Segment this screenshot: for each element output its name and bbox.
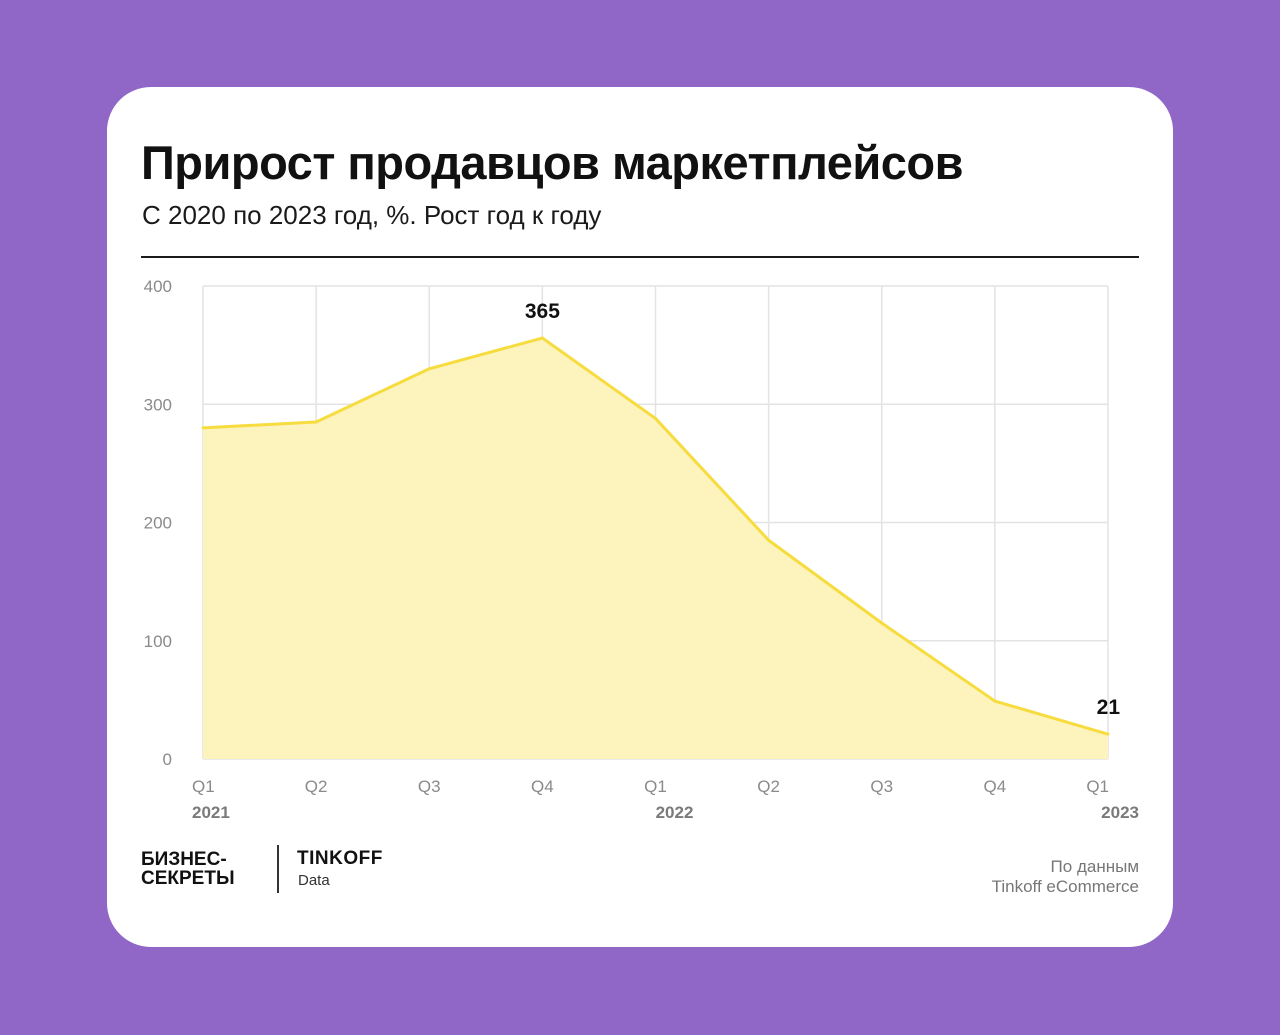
data-label: 21 bbox=[1097, 696, 1121, 719]
area-fill bbox=[203, 338, 1108, 759]
y-tick-label: 400 bbox=[144, 277, 172, 296]
x-tick-label: Q2 bbox=[757, 777, 780, 796]
y-tick-label: 0 bbox=[163, 750, 172, 769]
x-tick-label: Q1 bbox=[644, 777, 667, 796]
area-chart: 0 100 200 300 400 365 21 Q1 Q2 Q3 Q4 Q1 Q2 Q3 Q4 Q1 2021… bbox=[144, 277, 1139, 822]
x-tick-label: Q1 bbox=[1086, 777, 1109, 796]
source-line-1: По данным bbox=[1050, 857, 1139, 876]
logo-line-1: БИЗНЕС- bbox=[141, 849, 227, 870]
business-secrets-logo: БИЗНЕС- СЕКРЕТЫ bbox=[141, 850, 271, 888]
tinkoff-logo: TINKOFF bbox=[297, 848, 383, 869]
x-year-label: 2023 bbox=[1101, 803, 1139, 822]
data-point bbox=[993, 699, 997, 703]
data-point bbox=[540, 336, 544, 340]
logo-divider bbox=[277, 845, 279, 893]
data-point bbox=[654, 416, 657, 420]
x-year-label: 2021 bbox=[192, 803, 230, 822]
data-point bbox=[1106, 732, 1110, 736]
x-tick-label: Q1 bbox=[192, 777, 215, 796]
y-tick-label: 200 bbox=[144, 514, 172, 533]
data-point bbox=[314, 420, 318, 424]
source-note: По данным Tinkoff eCommerce bbox=[992, 857, 1139, 897]
chart-subtitle: С 2020 по 2023 год, %. Рост год к году bbox=[142, 200, 602, 230]
data-point bbox=[880, 621, 884, 625]
source-line-2: Tinkoff eCommerce bbox=[991, 877, 1139, 896]
y-tick-label: 100 bbox=[144, 632, 172, 651]
x-tick-label: Q3 bbox=[870, 777, 893, 796]
x-tick-label: Q3 bbox=[418, 777, 441, 796]
x-tick-label: Q4 bbox=[984, 777, 1007, 796]
chart-title: Прирост продавцов маркетплейсов bbox=[141, 136, 963, 189]
y-tick-label: 300 bbox=[144, 395, 172, 414]
logo-line-2: СЕКРЕТЫ bbox=[141, 868, 235, 889]
data-point bbox=[427, 367, 431, 371]
data-point bbox=[767, 538, 771, 542]
tinkoff-data-label: Data bbox=[298, 872, 330, 889]
title-divider bbox=[141, 256, 1139, 258]
data-label: 365 bbox=[525, 300, 560, 323]
x-tick-label: Q2 bbox=[305, 777, 328, 796]
data-point bbox=[201, 426, 205, 430]
chart-card: Прирост продавцов маркетплейсов С 2020 п… bbox=[107, 87, 1173, 947]
x-year-label: 2022 bbox=[656, 803, 694, 822]
x-tick-label: Q4 bbox=[531, 777, 554, 796]
